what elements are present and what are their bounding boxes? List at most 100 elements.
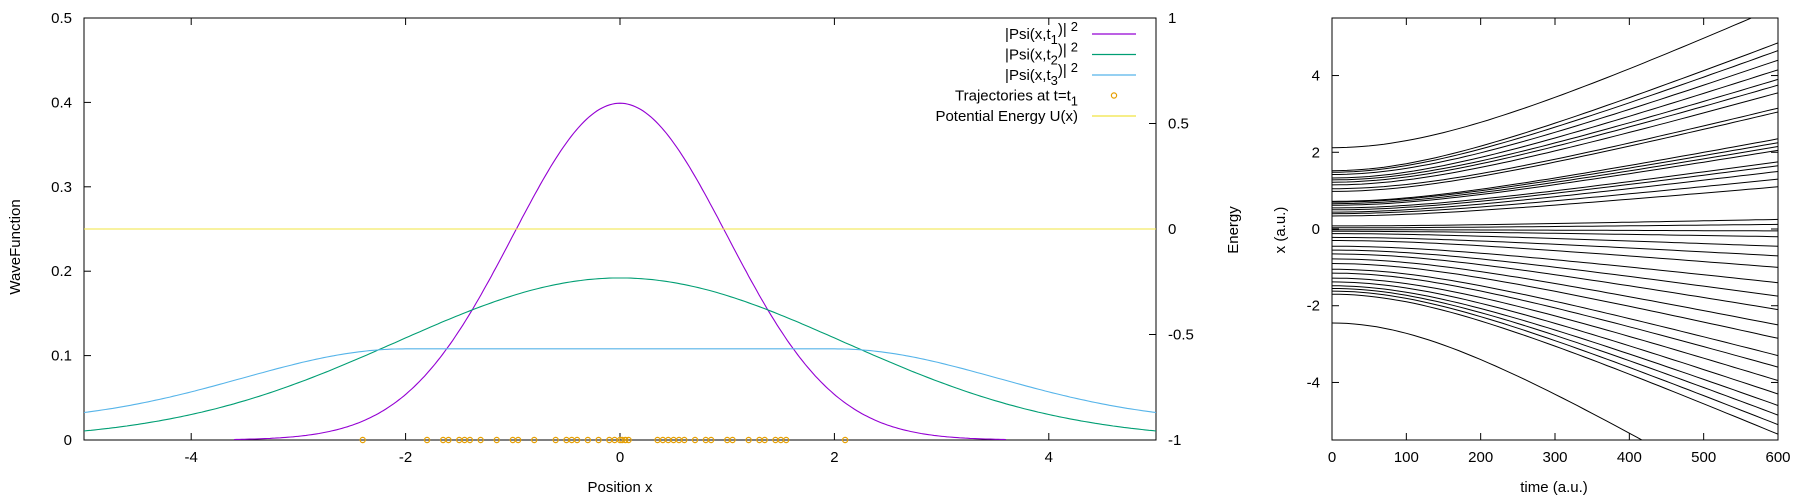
- left-x-tick-label: 2: [830, 449, 838, 466]
- trajectory-line: [1332, 290, 1778, 426]
- right-x-tick-label: 100: [1394, 449, 1419, 466]
- trajectory-line: [1332, 229, 1778, 232]
- trajectory-line: [1332, 186, 1778, 217]
- trajectory-line: [1332, 263, 1778, 339]
- trajectory-point: [423, 436, 431, 444]
- trajectory-point: [445, 436, 452, 444]
- series-line-1: [234, 102, 1006, 441]
- left-y2-tick-label: -1: [1168, 432, 1181, 449]
- trajectory-point: [841, 436, 849, 444]
- wavefunction-chart: Position x WaveFunction Energy -4 -2 0 2 4 0 0…: [7, 10, 1242, 496]
- left-y-tick-label: 0.3: [51, 179, 72, 196]
- left-x-tick-label: 0: [616, 449, 624, 466]
- trajectory-line: [1332, 111, 1778, 192]
- left-x-tick-label: 4: [1045, 449, 1053, 466]
- trajectory-line: [1332, 230, 1778, 238]
- legend: |Psi(x,t1)| 2|Psi(x,t2)| 2|Psi(x,t3)| 2Traj…: [935, 19, 1136, 125]
- left-y2-tick-label: -0.5: [1168, 327, 1194, 344]
- right-y-axis-label: x (a.u.): [1272, 207, 1289, 254]
- trajectory-point: [761, 436, 768, 444]
- trajectory-point: [477, 436, 484, 444]
- trajectory-line: [1332, 59, 1778, 175]
- trajectory-line: [1332, 253, 1778, 311]
- trajectory-line: [1332, 322, 1643, 440]
- trajectory-point: [595, 436, 602, 444]
- left-y-tick-label: 0.1: [51, 348, 72, 365]
- trajectory-point: [493, 436, 500, 444]
- left-y2-axis-label: Energy: [1225, 206, 1242, 254]
- legend-marker-4: [1110, 92, 1118, 99]
- trajectory-chart: time (a.u.) x (a.u.) 0 100 200 300 400 500 600…: [1272, 17, 1791, 496]
- trajectory-line: [1332, 50, 1778, 173]
- trajectory-point: [625, 436, 632, 444]
- left-y2-tick-label: 0.5: [1168, 116, 1189, 133]
- trajectory-line: [1332, 277, 1778, 381]
- trajectory-line: [1332, 272, 1778, 368]
- right-y-tick-label: 0: [1312, 221, 1320, 238]
- series-line-2: [83, 277, 1157, 432]
- trajectory-point: [618, 436, 626, 444]
- left-plot-area: -4 -2 0 2 4 0 0.1 0.2 0.3 0.4 0.5 -1 -0.5 0 0.5 1: [51, 10, 1194, 466]
- left-y2-tick-label: 0: [1168, 221, 1176, 238]
- trajectory-line: [1332, 281, 1778, 395]
- trajectory-line: [1332, 268, 1778, 357]
- trajectory-line: [1332, 240, 1778, 268]
- trajectory-line: [1332, 42, 1778, 172]
- trajectory-point: [359, 436, 366, 444]
- right-x-tick-label: 200: [1468, 449, 1493, 466]
- trajectory-line: [1332, 249, 1778, 297]
- right-plot-border: [1331, 17, 1779, 441]
- trajectory-line: [1332, 165, 1778, 211]
- trajectory-point: [782, 436, 790, 444]
- right-x-tick-label: 400: [1617, 449, 1642, 466]
- legend-label-2: |Psi(x,t2)| 2: [1005, 40, 1078, 68]
- trajectory-line: [1332, 223, 1778, 229]
- left-x-axis-label: Position x: [587, 479, 653, 496]
- trajectory-line: [1332, 78, 1778, 181]
- right-x-tick-label: 600: [1765, 449, 1790, 466]
- right-x-axis-label: time (a.u.): [1520, 479, 1588, 496]
- trajectory-point: [681, 436, 688, 444]
- trajectory-line: [1332, 178, 1778, 215]
- left-y-tick-label: 0.5: [51, 10, 72, 27]
- right-plot-area: 0 100 200 300 400 500 600 -4 -2 0 2 4: [1307, 17, 1791, 466]
- series-line-3: [83, 348, 1157, 414]
- trajectory-line: [1332, 142, 1778, 203]
- trajectory-point: [745, 436, 752, 444]
- left-y-tick-label: 0.4: [51, 94, 72, 111]
- legend-label-3: |Psi(x,t3)| 2: [1005, 60, 1078, 88]
- trajectory-line: [1332, 288, 1778, 416]
- trajectory-point: [514, 436, 522, 444]
- trajectory-point: [729, 436, 736, 444]
- right-y-tick-label: -4: [1307, 374, 1320, 391]
- right-x-tick-label: 500: [1691, 449, 1716, 466]
- left-y-tick-label: 0: [64, 432, 72, 449]
- trajectory-point: [584, 436, 592, 444]
- trajectory-line: [1332, 18, 1753, 149]
- trajectory-point: [622, 436, 629, 444]
- legend-label-1: |Psi(x,t1)| 2: [1005, 19, 1078, 47]
- trajectory-line: [1332, 146, 1778, 205]
- trajectory-line: [1332, 285, 1778, 406]
- legend-label-4: Trajectories at t=t1: [955, 88, 1078, 109]
- right-y-tick-label: -2: [1307, 298, 1320, 315]
- trajectory-line: [1332, 236, 1778, 257]
- trajectory-point: [691, 436, 699, 444]
- left-y-tick-label: 0.2: [51, 263, 72, 280]
- trajectory-line: [1332, 171, 1778, 213]
- trajectory-line: [1332, 258, 1778, 326]
- trajectory-line: [1332, 138, 1778, 202]
- trajectory-point: [531, 436, 538, 444]
- trajectory-point: [552, 436, 559, 444]
- trajectory-line: [1332, 69, 1778, 179]
- legend-label-5: Potential Energy U(x): [935, 108, 1078, 125]
- trajectory-point: [707, 436, 715, 444]
- trajectory-point: [573, 436, 581, 444]
- left-x-tick-label: -2: [399, 449, 412, 466]
- trajectory-line: [1332, 84, 1778, 183]
- trajectory-line: [1332, 149, 1778, 206]
- right-y-tick-label: 2: [1312, 144, 1320, 161]
- trajectory-line: [1332, 233, 1778, 247]
- right-x-tick-label: 0: [1328, 449, 1336, 466]
